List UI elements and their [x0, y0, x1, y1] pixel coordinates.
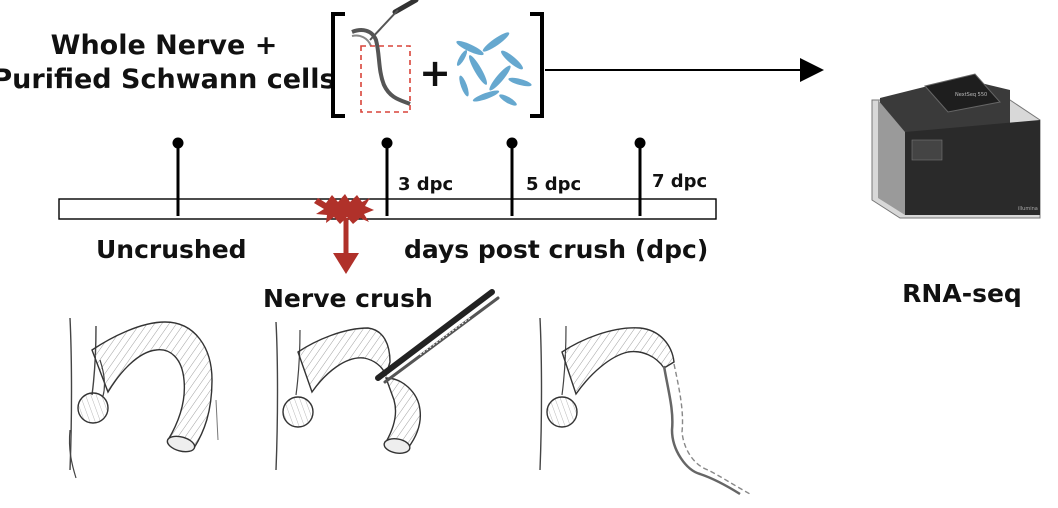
forceps-icon [375, 289, 500, 384]
crush-burst-icon [314, 194, 374, 224]
marker-5dpc: 5 dpc [506, 137, 581, 216]
instrument-brand-label: NextSeq 550 [955, 92, 987, 98]
plus-sign: + [419, 51, 451, 95]
whole-nerve-sketch [351, 0, 419, 113]
sample-title-line1: Whole Nerve + [51, 30, 278, 61]
red-selection-box [360, 45, 411, 113]
marker-7dpc: 7 dpc [634, 137, 707, 216]
crush-arrow-head [333, 253, 359, 274]
marker-3dpc-label: 3 dpc [398, 174, 453, 195]
degenerated-nerve-illustration [539, 317, 751, 496]
schwann-cells-illustration [456, 32, 532, 106]
marker-3dpc: 3 dpc [381, 137, 453, 216]
marker-uncrushed [172, 137, 184, 216]
instrument-maker-label: illumina [1018, 206, 1038, 212]
nerve-crush-label: Nerve crush [263, 284, 433, 313]
marker-7dpc-label: 7 dpc [652, 171, 707, 192]
rna-seq-label: RNA-seq [902, 279, 1022, 308]
timeline: 3 dpc 5 dpc 7 dpc [58, 137, 717, 274]
marker-5dpc-label: 5 dpc [526, 174, 581, 195]
sample-bracket-group: + [331, 0, 544, 118]
uncrushed-label: Uncrushed [96, 235, 247, 264]
sequencer-instrument: NextSeq 550 illumina [871, 73, 1041, 219]
crushed-nerve-illustration [275, 289, 500, 471]
uncrushed-nerve-illustration [68, 317, 219, 479]
left-bracket [331, 12, 345, 118]
days-post-crush-label: days post crush (dpc) [404, 235, 708, 264]
right-bracket [530, 12, 544, 118]
sample-title-line2: Purified Schwann cells [0, 64, 336, 95]
